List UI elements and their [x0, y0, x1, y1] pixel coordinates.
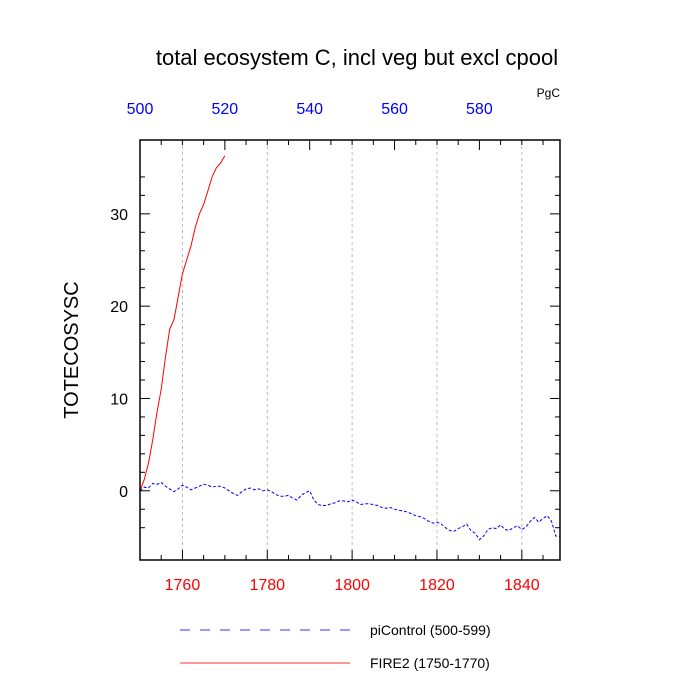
y-tick-label: 20	[110, 299, 128, 316]
plot-frame	[139, 139, 561, 561]
top-tick-label: 540	[296, 101, 323, 118]
units-label: PgC	[537, 86, 561, 100]
legend: piControl (500-599) FIRE2 (1750-1770)	[180, 622, 491, 671]
series-layer	[139, 155, 561, 541]
grid	[182, 140, 523, 560]
chart-title: total ecosystem C, incl veg but excl cpo…	[156, 45, 558, 70]
legend-label-1: FIRE2 (1750-1770)	[370, 655, 490, 671]
axes: 1760 1780 1800 1820 1840 500 520 540 560 580 0 10 20…	[110, 101, 560, 594]
y-tick-label: 0	[119, 484, 128, 501]
y-tick-label: 10	[110, 391, 128, 408]
picontrol-line	[139, 481, 561, 541]
y-axis-label: TOTECOSYSC	[61, 281, 83, 418]
y-tick-label: 30	[110, 207, 128, 224]
legend-label-0: piControl (500-599)	[370, 622, 491, 638]
top-tick-label: 520	[211, 101, 238, 118]
x-tick-label: 1760	[165, 577, 201, 594]
x-tick-label: 1840	[504, 577, 540, 594]
x-tick-label: 1820	[419, 577, 455, 594]
top-tick-label: 560	[381, 101, 408, 118]
top-tick-label: 580	[466, 101, 493, 118]
top-tick-label: 500	[127, 101, 154, 118]
x-tick-label: 1780	[249, 577, 285, 594]
x-tick-label: 1800	[334, 577, 370, 594]
fire2-line	[139, 155, 226, 491]
